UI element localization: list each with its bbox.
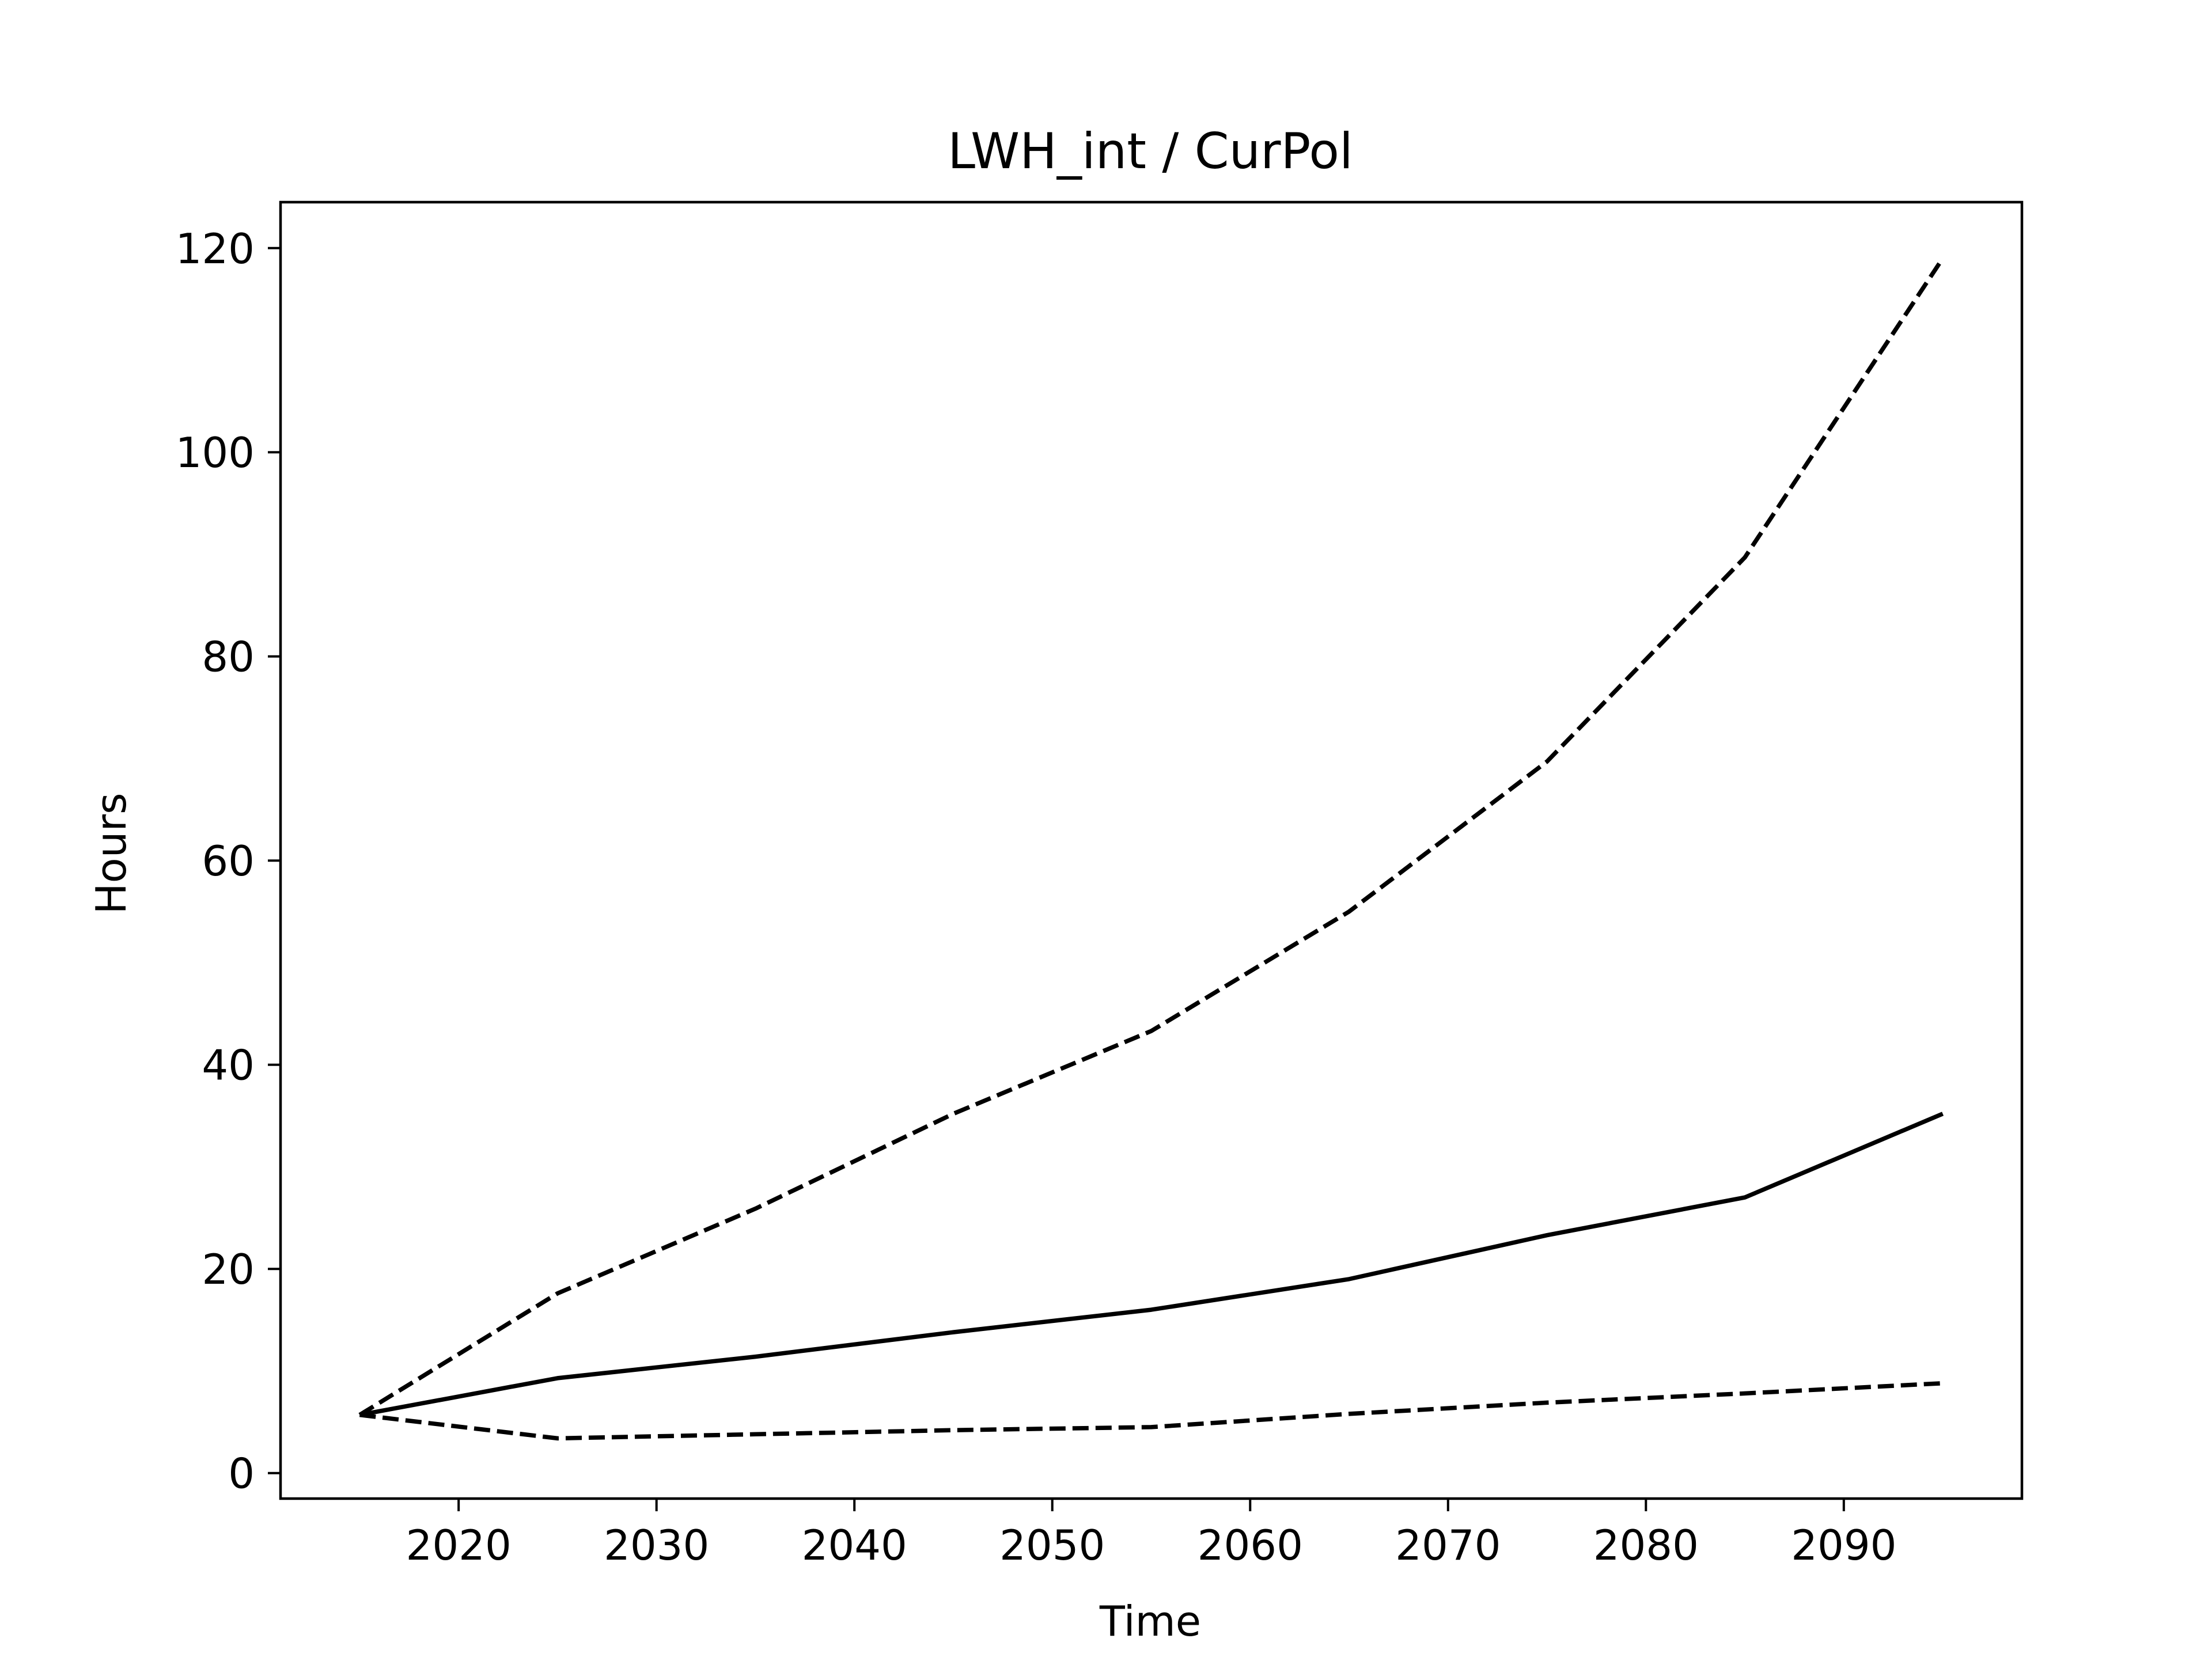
y-tick-label: 100 [176,428,255,477]
y-tick-label: 0 [228,1450,255,1498]
chart-title: LWH_int / CurPol [948,123,1353,180]
x-tick-label: 2020 [406,1521,512,1569]
series-line-3 [359,1381,1943,1441]
y-tick-label: 80 [202,633,255,681]
x-axis: 2020 2030 2040 2050 2060 2070 2080 2090 [406,1499,1896,1569]
x-axis-label: Time [1099,1597,1201,1645]
series-line-2 [359,1112,1944,1417]
y-axis: 0 20 40 60 80 100 120 [176,225,281,1498]
series-line-1 [358,257,1945,1417]
x-tick-label: 2050 [999,1521,1105,1569]
x-tick-label: 2030 [604,1521,709,1569]
x-tick-label: 2060 [1198,1521,1303,1569]
x-tick-label: 2080 [1593,1521,1699,1569]
x-tick-label: 2090 [1791,1521,1896,1569]
y-tick-label: 40 [202,1041,255,1090]
plot-area [279,200,2024,1500]
x-tick-label: 2040 [802,1521,907,1569]
plot-frame [279,200,2024,1500]
y-tick-label: 60 [202,837,255,885]
y-tick-label: 120 [176,225,255,273]
y-tick-label: 20 [202,1245,255,1294]
series-layer [358,257,1945,1441]
y-axis-label: Hours [87,793,135,915]
x-tick-label: 2070 [1395,1521,1501,1569]
